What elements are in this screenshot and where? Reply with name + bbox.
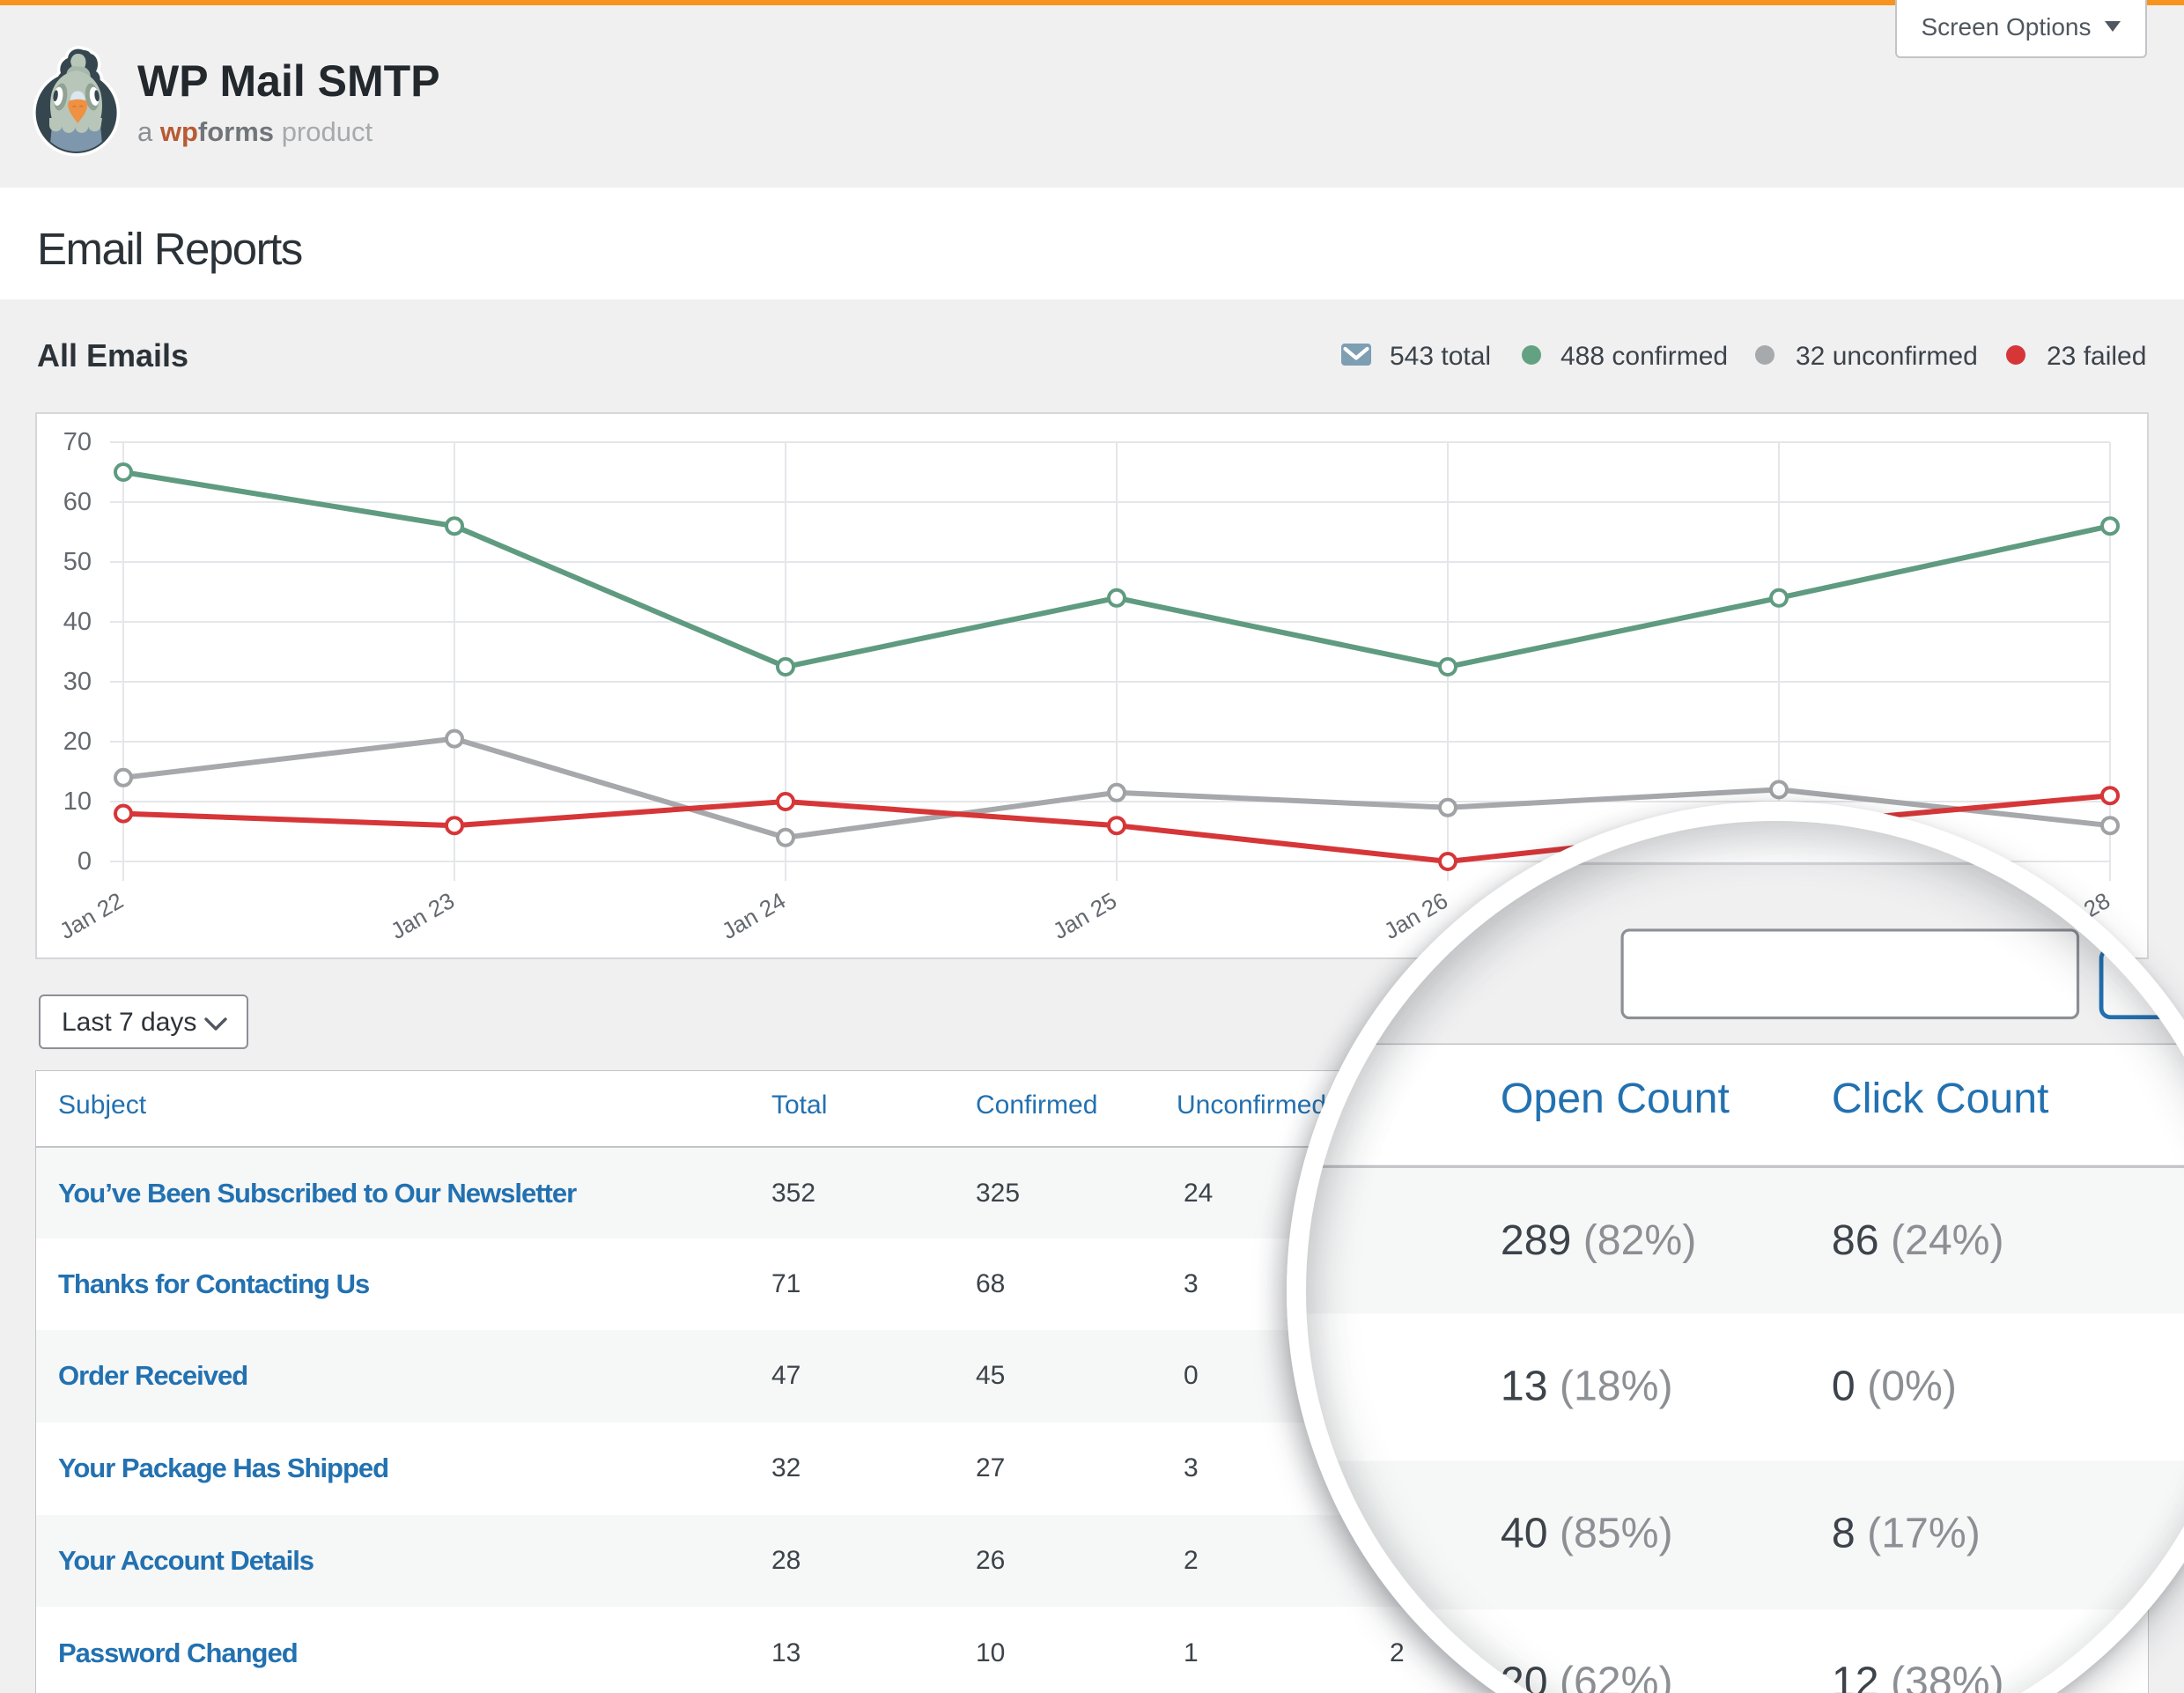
svg-text:10: 10 <box>63 787 92 816</box>
svg-text:70: 70 <box>63 428 92 456</box>
svg-text:60: 60 <box>63 488 92 516</box>
svg-text:50: 50 <box>63 548 92 576</box>
svg-text:40: 40 <box>63 608 92 636</box>
svg-text:0: 0 <box>77 847 92 876</box>
svg-text:30: 30 <box>63 668 92 696</box>
svg-text:20: 20 <box>63 728 92 756</box>
